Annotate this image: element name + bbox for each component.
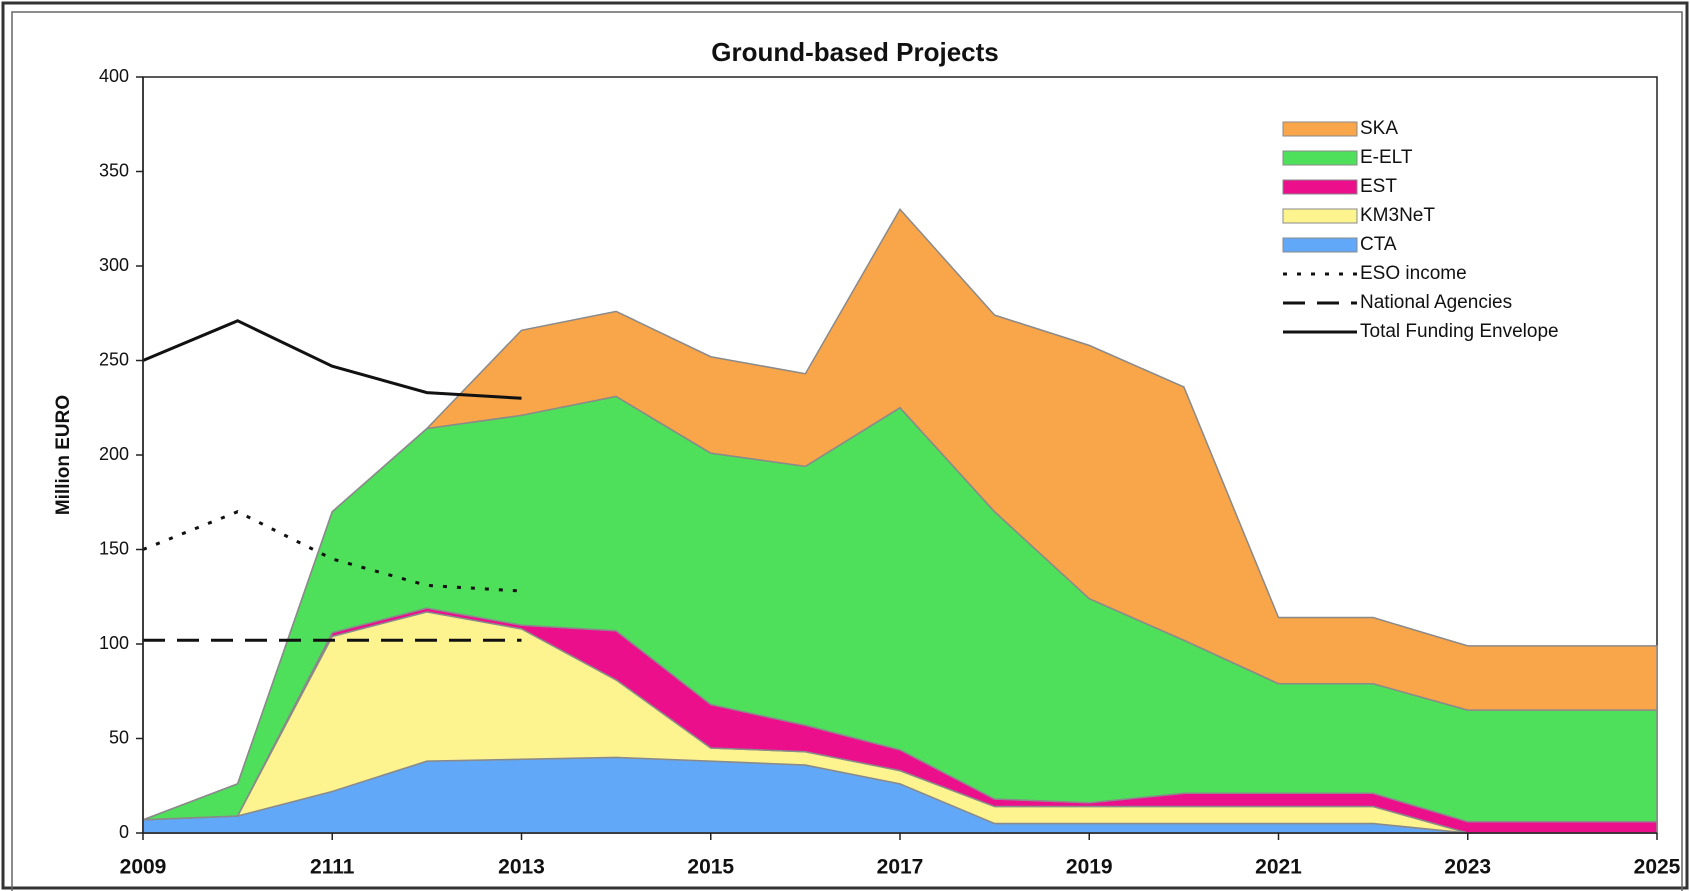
inner-frame [11,11,1683,891]
x-tick-label: 2111 [310,856,355,879]
legend-swatch [1282,237,1358,253]
x-tick-label: 2021 [1255,856,1302,879]
legend-label: KM3NeT [1360,205,1435,226]
line [142,319,522,400]
legend-swatch [1282,208,1358,224]
legend-swatch [1282,150,1358,166]
x-tick-label: 2019 [1066,856,1113,879]
legend-label: CTA [1360,234,1397,255]
y-tick-label: 150 [99,538,129,558]
legend-label: Total Funding Envelope [1360,321,1559,342]
area [142,208,1658,821]
x-tick-label: 2015 [687,856,734,879]
y-tick-label: 100 [99,633,129,653]
x-tick-label: 2025 [1634,856,1681,879]
y-tick-label: 0 [119,822,129,842]
y-tick-label: 250 [99,349,129,369]
x-tick-label: 2009 [120,856,167,879]
legend-swatch [1282,179,1358,195]
y-tick-label: 200 [99,444,129,464]
legend-label: SKA [1360,118,1398,139]
legend-label: National Agencies [1360,292,1512,313]
line [142,510,522,593]
x-tick-label: 2013 [498,856,545,879]
y-tick-label: 50 [109,727,129,747]
y-tick-label: 400 [99,66,129,86]
legend-label: ESO income [1360,263,1467,284]
legend-label: E-ELT [1360,147,1413,168]
y-tick-label: 300 [99,255,129,275]
legend-swatch [1282,121,1358,137]
x-tick-label: 2017 [877,856,924,879]
chart-title: Ground-based Projects [711,37,999,67]
y-tick-label: 350 [99,160,129,180]
x-tick-label: 2023 [1444,856,1491,879]
y-axis-label: Million EURO [53,395,74,515]
legend-label: EST [1360,176,1397,197]
